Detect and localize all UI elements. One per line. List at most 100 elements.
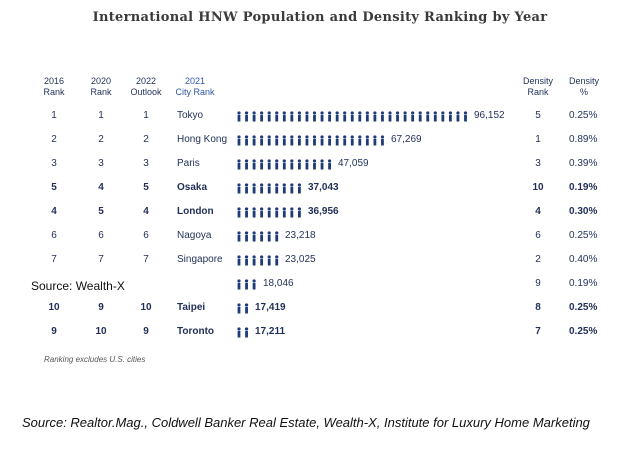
population-bar <box>236 207 304 218</box>
person-icon <box>275 159 279 170</box>
person-icon <box>244 279 249 290</box>
outlook-2022-cell: 9 <box>143 326 149 337</box>
density-pct-cell: 0.25% <box>569 326 598 337</box>
density-pct-cell: 0.89% <box>569 134 598 145</box>
rank-2016-cell: 6 <box>51 230 57 241</box>
city-name-cell: Nagoya <box>177 230 212 241</box>
density-rank-cell: 10 <box>532 182 544 193</box>
rank-2016-cell: 10 <box>48 302 60 313</box>
person-icon <box>380 111 385 122</box>
density-rank-cell: 2 <box>535 254 541 265</box>
person-icon <box>237 159 241 170</box>
population-bar <box>236 111 470 122</box>
city-name-cell: Taipei <box>177 302 206 313</box>
person-icon <box>426 111 430 122</box>
person-icon <box>365 111 369 122</box>
header-rank-2016: 2016 Rank <box>43 76 65 97</box>
population-value-label: 17,211 <box>255 326 286 337</box>
footnote: Ranking excludes U.S. cities <box>44 355 146 364</box>
density-pct-cell: 0.25% <box>569 302 598 313</box>
person-icon <box>282 135 286 146</box>
person-icon <box>275 183 279 194</box>
person-icon <box>312 159 317 170</box>
outlook-2022-cell: 3 <box>143 158 149 169</box>
person-icon <box>365 135 369 146</box>
person-icon <box>260 231 264 242</box>
density-rank-cell: 3 <box>535 158 541 169</box>
person-icon <box>320 111 324 122</box>
city-name-cell: Singapore <box>177 254 223 265</box>
person-icon <box>403 111 407 122</box>
person-icon <box>237 111 241 122</box>
person-icon <box>252 183 256 194</box>
person-icon <box>358 135 362 146</box>
person-icon <box>297 111 301 122</box>
person-icon <box>244 183 249 194</box>
person-icon <box>260 183 264 194</box>
person-icon <box>260 159 264 170</box>
city-name-cell: Tokyo <box>177 110 204 121</box>
population-value-label: 18,046 <box>263 278 294 289</box>
person-icon <box>433 111 437 122</box>
person-icon <box>244 135 249 146</box>
header-city-rank-2021: 2021 City Rank <box>175 76 215 97</box>
person-icon <box>418 111 422 122</box>
population-bar <box>236 303 251 314</box>
person-icon <box>328 159 332 170</box>
person-icon <box>320 135 324 146</box>
population-value-label: 36,956 <box>308 206 339 217</box>
person-icon <box>237 279 241 290</box>
person-icon <box>252 255 256 266</box>
density-rank-cell: 7 <box>535 326 541 337</box>
person-icon <box>328 111 332 122</box>
person-icon <box>305 111 309 122</box>
person-icon <box>320 159 324 170</box>
population-value-label: 47,059 <box>338 158 369 169</box>
overlay-source-label: Source: Wealth-X <box>29 279 127 293</box>
person-icon <box>267 183 271 194</box>
person-icon <box>290 183 294 194</box>
person-icon <box>448 111 452 122</box>
person-icon <box>237 183 241 194</box>
outlook-2022-cell: 6 <box>143 230 149 241</box>
rank-2016-cell: 2 <box>51 134 57 145</box>
person-icon <box>252 279 256 290</box>
person-icon <box>388 111 392 122</box>
person-icon <box>290 135 294 146</box>
population-bar-svg <box>237 135 385 146</box>
rank-2020-cell: 2 <box>98 134 104 145</box>
person-icon <box>252 207 256 218</box>
city-name-cell: Hong Kong <box>177 134 228 145</box>
person-icon <box>275 207 279 218</box>
population-bar <box>236 135 387 146</box>
person-icon <box>244 303 249 314</box>
density-pct-cell: 0.19% <box>569 278 598 289</box>
outlook-2022-cell: 7 <box>143 254 149 265</box>
population-bar-svg <box>237 279 256 290</box>
population-value-label: 23,218 <box>285 230 316 241</box>
person-icon <box>411 111 415 122</box>
person-icon <box>282 111 286 122</box>
population-value-label: 23,025 <box>285 254 316 265</box>
person-icon <box>282 207 286 218</box>
rank-2016-cell: 4 <box>51 206 57 217</box>
population-bar-svg <box>237 327 249 338</box>
person-icon <box>267 231 271 242</box>
rank-2020-cell: 5 <box>98 206 104 217</box>
person-icon <box>267 111 271 122</box>
person-icon <box>463 111 468 122</box>
density-rank-cell: 1 <box>535 134 541 145</box>
person-icon <box>290 111 294 122</box>
population-bar-svg <box>237 111 468 122</box>
density-pct-cell: 0.19% <box>569 182 598 193</box>
person-icon <box>297 135 301 146</box>
rank-2020-cell: 4 <box>98 182 104 193</box>
person-icon <box>252 231 256 242</box>
person-icon <box>305 159 309 170</box>
rank-2020-cell: 3 <box>98 158 104 169</box>
person-icon <box>252 159 256 170</box>
density-rank-cell: 6 <box>535 230 541 241</box>
person-icon <box>237 207 241 218</box>
rank-2020-cell: 9 <box>98 302 104 313</box>
person-icon <box>244 255 249 266</box>
